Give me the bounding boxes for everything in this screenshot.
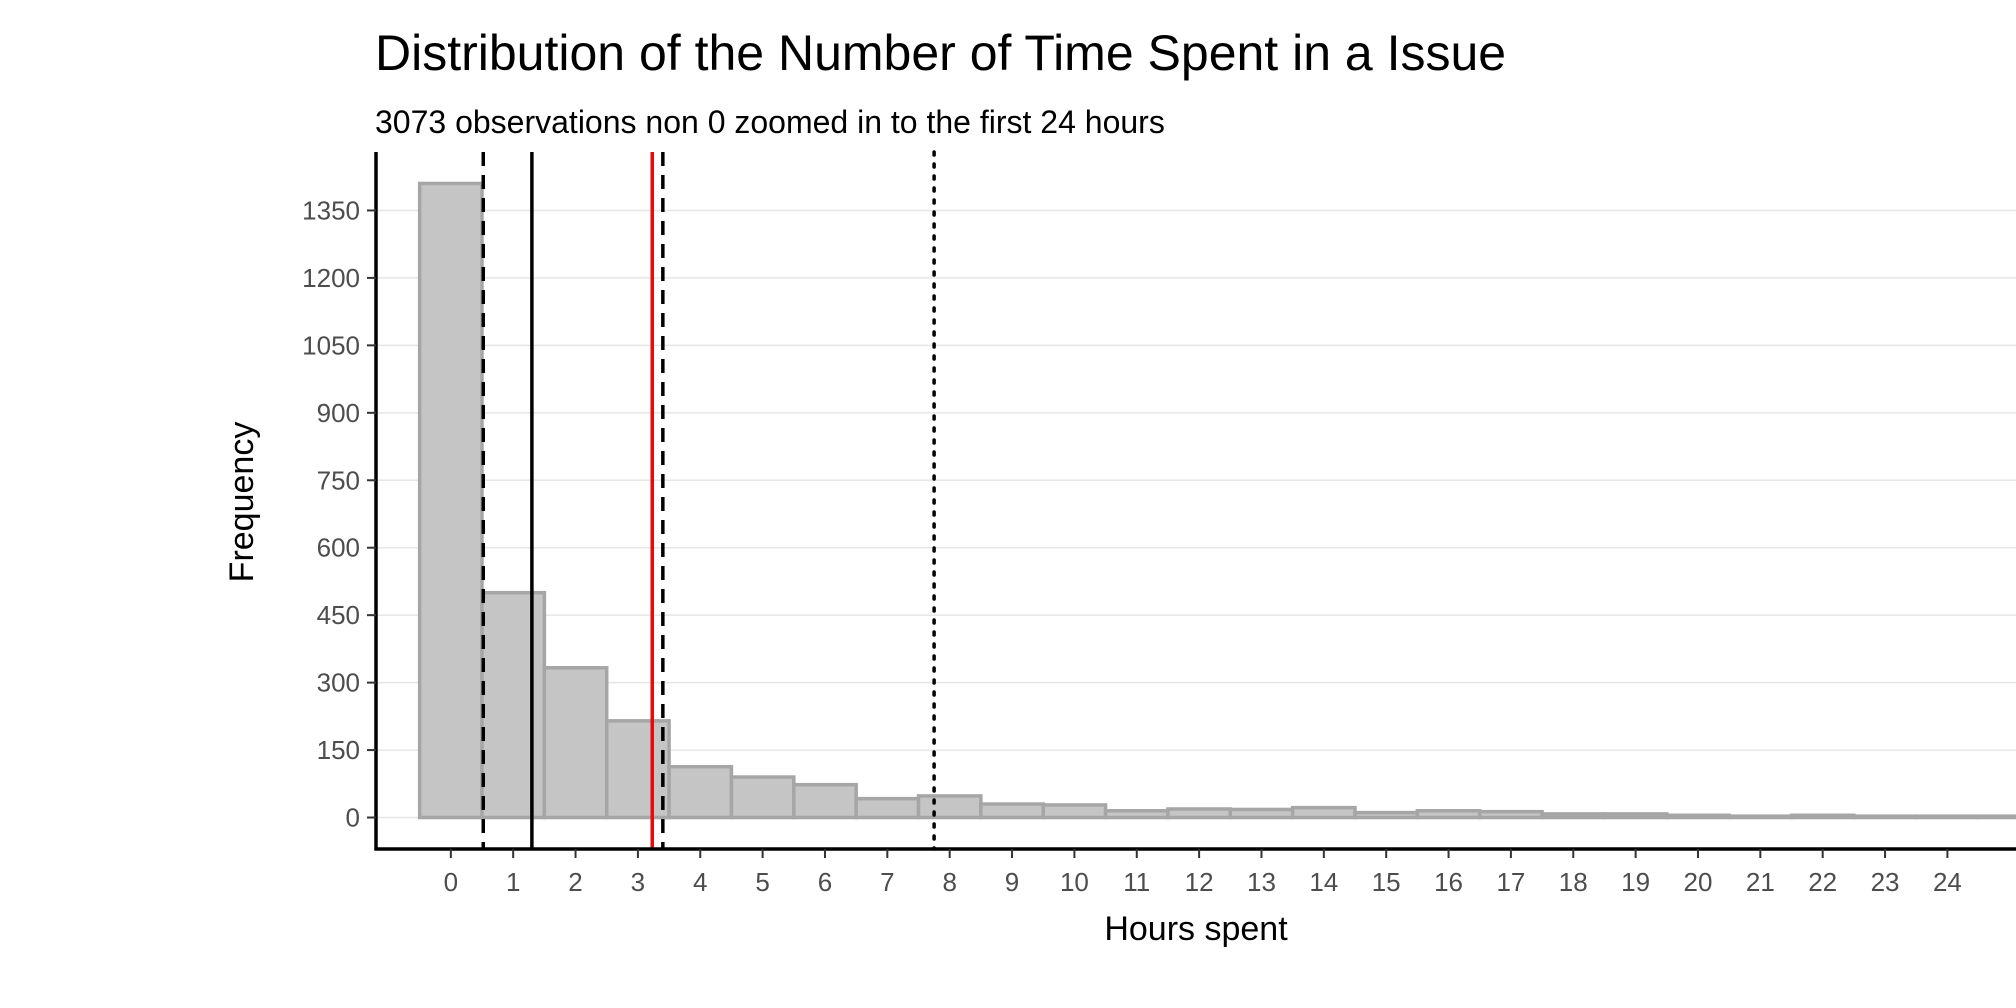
x-tick-label: 3 [631, 867, 645, 897]
x-tick-label: 20 [1684, 867, 1713, 897]
y-tick-label: 1350 [302, 195, 360, 225]
x-tick-label: 7 [880, 867, 894, 897]
histogram-bar [417, 181, 484, 820]
histogram-bar [480, 590, 547, 820]
x-tick-label: 24 [1933, 867, 1962, 897]
x-tick-label: 10 [1060, 867, 1089, 897]
x-tick-label: 1 [506, 867, 520, 897]
reference-lines [481, 150, 936, 851]
y-tick-label: 900 [317, 398, 360, 428]
histogram-bar [1166, 807, 1233, 820]
histogram-bar [1228, 807, 1295, 820]
x-tick-label: 22 [1808, 867, 1837, 897]
x-tick-label: 19 [1621, 867, 1650, 897]
y-tick-label: 1200 [302, 263, 360, 293]
chart-subtitle: 3073 observations non 0 zoomed in to the… [375, 104, 1165, 140]
axes [367, 152, 2016, 858]
histogram-bar [604, 719, 671, 820]
x-tick-label: 14 [1309, 867, 1338, 897]
histogram-bar [1540, 812, 1607, 820]
histogram-bar [1477, 809, 1544, 820]
x-tick-label: 18 [1559, 867, 1588, 897]
y-tick-label: 750 [317, 465, 360, 495]
y-tick-label: 1050 [302, 330, 360, 360]
x-tick-label: 11 [1123, 867, 1150, 897]
histogram-bar [916, 794, 983, 820]
gridlines [376, 209, 2016, 819]
histogram-bar [1727, 814, 1794, 820]
histogram-bar [1852, 814, 1918, 820]
histogram-bar [667, 764, 734, 820]
x-tick-label: 4 [693, 867, 707, 897]
x-tick-label: 8 [942, 867, 956, 897]
x-axis-title: Hours spent [1104, 910, 1288, 948]
y-axis-title: Frequency [223, 422, 261, 583]
y-tick-label: 0 [346, 803, 360, 833]
y-tick-label: 300 [317, 668, 360, 698]
histogram-bar [1976, 814, 2016, 820]
x-tick-label: 12 [1185, 867, 1214, 897]
histogram-bar [1789, 813, 1856, 820]
x-tick-label: 5 [755, 867, 769, 897]
y-tick-label: 600 [317, 533, 360, 563]
histogram-bar [1602, 812, 1669, 820]
histogram-bar [1103, 809, 1170, 820]
histogram-bar [1914, 814, 1981, 820]
x-tick-label: 15 [1372, 867, 1401, 897]
y-tick-label: 150 [317, 735, 360, 765]
histogram-bar [1290, 805, 1357, 820]
x-tick-label: 16 [1434, 867, 1463, 897]
y-tick-label: 450 [317, 600, 360, 630]
histogram-bar [729, 775, 796, 820]
x-tick-label: 0 [444, 867, 458, 897]
histogram-bar [854, 796, 921, 820]
x-tick-label: 9 [1005, 867, 1019, 897]
x-tick-label: 13 [1247, 867, 1276, 897]
x-tick-label: 6 [818, 867, 832, 897]
histogram-bar [1041, 803, 1108, 820]
x-tick-label: 23 [1871, 867, 1900, 897]
x-tick-label: 17 [1496, 867, 1525, 897]
histogram-bars [417, 181, 2016, 820]
x-tick-label: 2 [568, 867, 582, 897]
histogram-bar [1665, 813, 1731, 820]
x-tick-label: 21 [1746, 867, 1775, 897]
histogram-bar [542, 666, 609, 820]
histogram-bar [792, 782, 858, 820]
histogram-bar [1415, 809, 1482, 820]
histogram-bar [1353, 810, 1420, 820]
histogram-bar [979, 802, 1045, 820]
chart-title: Distribution of the Number of Time Spent… [375, 25, 1507, 81]
